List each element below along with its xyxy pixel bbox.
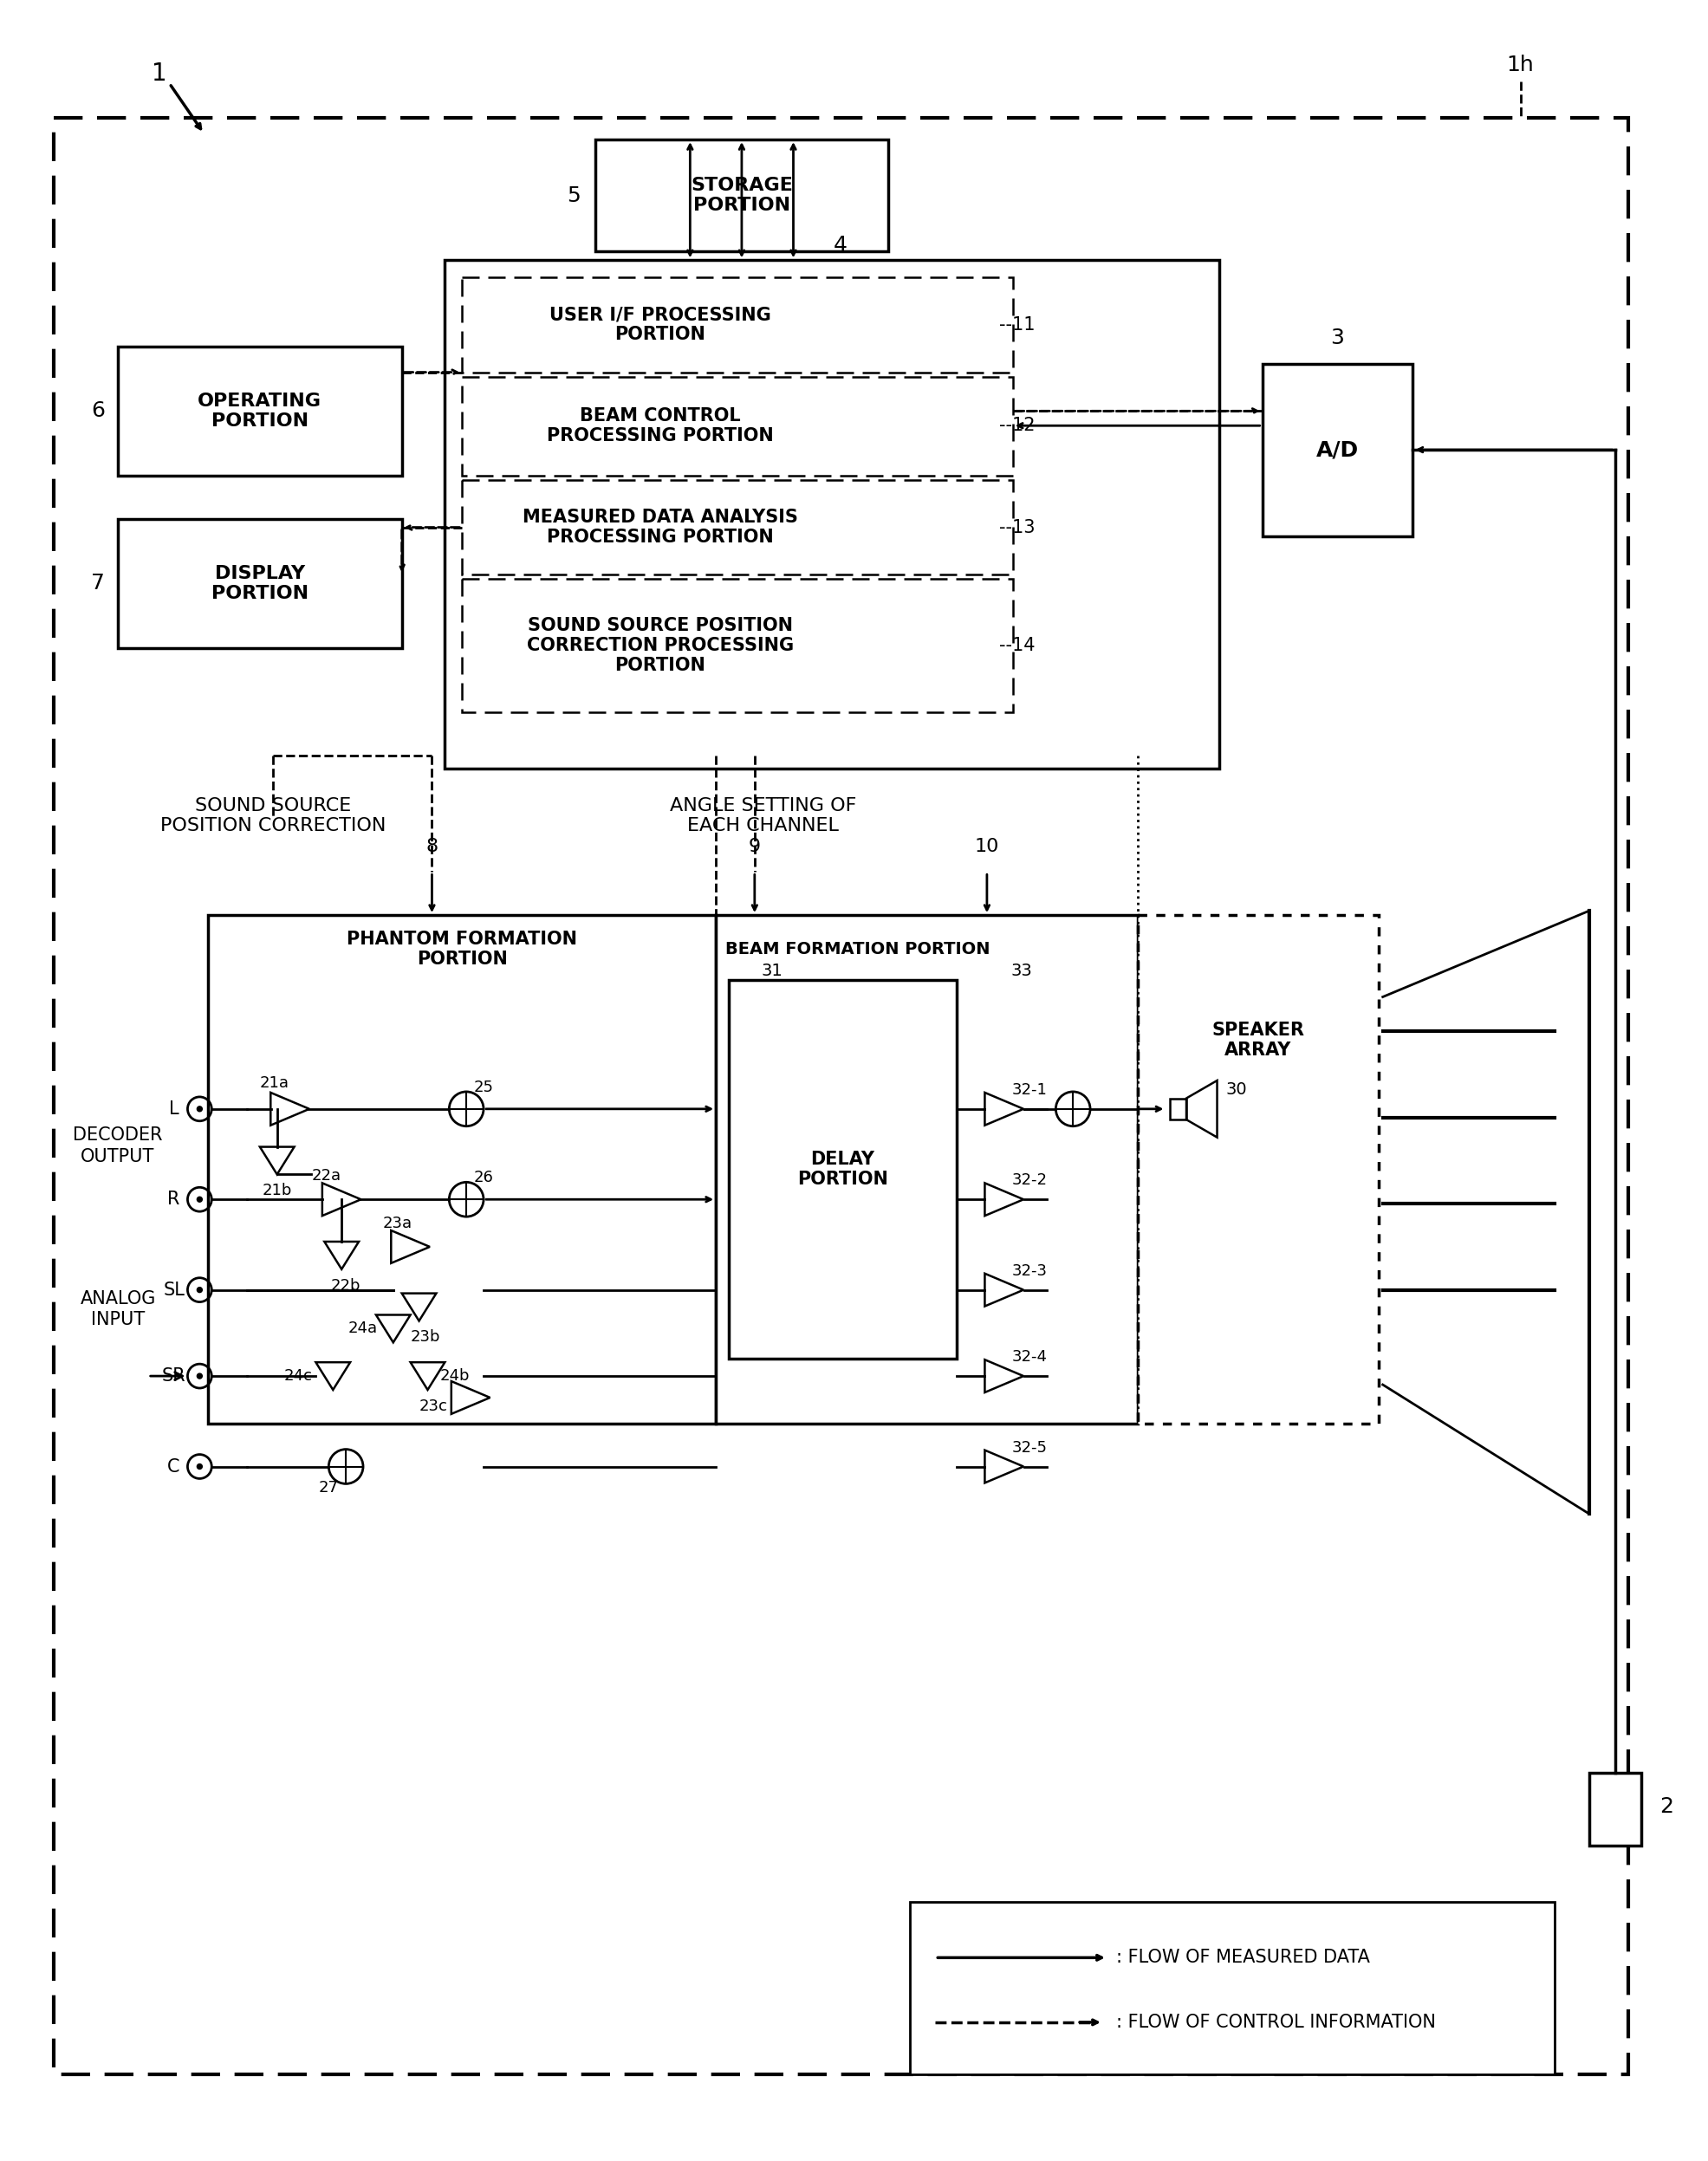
- Text: 22a: 22a: [311, 1169, 342, 1184]
- Text: 24a: 24a: [348, 1320, 377, 1335]
- Text: --13: --13: [999, 519, 1035, 536]
- Text: 2: 2: [1660, 1796, 1674, 1817]
- Text: SL: SL: [162, 1281, 184, 1299]
- Text: : FLOW OF MEASURED DATA: : FLOW OF MEASURED DATA: [1115, 1949, 1370, 1967]
- Text: L: L: [169, 1100, 179, 1117]
- Text: 3: 3: [1331, 326, 1344, 348]
- Text: SPEAKER
ARRAY: SPEAKER ARRAY: [1211, 1022, 1305, 1059]
- Bar: [463, 376, 1013, 475]
- Text: C: C: [167, 1459, 179, 1476]
- Text: --11: --11: [999, 316, 1035, 333]
- Bar: [729, 979, 956, 1359]
- Circle shape: [196, 1374, 202, 1379]
- Text: 23c: 23c: [420, 1398, 447, 1413]
- Circle shape: [196, 1463, 202, 1469]
- Text: DECODER: DECODER: [73, 1126, 162, 1143]
- Bar: [208, 914, 716, 1424]
- Text: INPUT: INPUT: [91, 1312, 145, 1329]
- Text: 32-1: 32-1: [1013, 1083, 1047, 1098]
- Text: 32-2: 32-2: [1013, 1173, 1047, 1189]
- Text: : FLOW OF CONTROL INFORMATION: : FLOW OF CONTROL INFORMATION: [1115, 2014, 1436, 2031]
- Text: 32-3: 32-3: [1013, 1264, 1047, 1279]
- Text: 6: 6: [91, 400, 104, 421]
- Text: --12: --12: [999, 417, 1035, 434]
- Text: 21b: 21b: [261, 1182, 292, 1199]
- Text: SOUND SOURCE POSITION
CORRECTION PROCESSING
PORTION: SOUND SOURCE POSITION CORRECTION PROCESS…: [526, 616, 794, 674]
- Bar: [909, 1902, 1554, 2075]
- Text: 25: 25: [473, 1080, 494, 1096]
- Bar: [463, 277, 1013, 372]
- Bar: [1170, 1098, 1187, 1119]
- Bar: [1262, 363, 1413, 536]
- Text: A/D: A/D: [1315, 439, 1358, 460]
- Text: 26: 26: [473, 1169, 494, 1186]
- Text: BEAM FORMATION PORTION: BEAM FORMATION PORTION: [726, 942, 991, 957]
- Text: 7: 7: [91, 573, 104, 594]
- Bar: [444, 259, 1220, 769]
- Bar: [1588, 1772, 1641, 1845]
- Text: DISPLAY
PORTION: DISPLAY PORTION: [212, 564, 309, 603]
- Text: SR: SR: [162, 1368, 186, 1385]
- Text: 9: 9: [748, 838, 760, 856]
- Text: 23a: 23a: [383, 1217, 412, 1232]
- Text: 10: 10: [975, 838, 999, 856]
- Text: STORAGE
PORTION: STORAGE PORTION: [690, 177, 793, 214]
- Bar: [118, 519, 401, 648]
- Text: 33: 33: [1011, 964, 1032, 979]
- Text: OPERATING
PORTION: OPERATING PORTION: [198, 393, 321, 430]
- Text: 21a: 21a: [260, 1076, 289, 1091]
- Text: USER I/F PROCESSING
PORTION: USER I/F PROCESSING PORTION: [550, 307, 770, 344]
- Bar: [463, 579, 1013, 713]
- Circle shape: [196, 1197, 202, 1202]
- Text: 24b: 24b: [441, 1368, 470, 1383]
- Bar: [716, 914, 1138, 1424]
- Text: 22b: 22b: [331, 1277, 360, 1294]
- Text: DELAY
PORTION: DELAY PORTION: [798, 1150, 888, 1189]
- Circle shape: [196, 1288, 202, 1292]
- Text: 1: 1: [152, 61, 167, 84]
- Text: 5: 5: [567, 186, 581, 205]
- Text: 24c: 24c: [284, 1368, 313, 1383]
- Text: ANGLE SETTING OF
EACH CHANNEL: ANGLE SETTING OF EACH CHANNEL: [670, 797, 856, 834]
- Bar: [463, 480, 1013, 575]
- Text: 4: 4: [834, 236, 847, 255]
- Text: MEASURED DATA ANALYSIS
PROCESSING PORTION: MEASURED DATA ANALYSIS PROCESSING PORTIO…: [523, 508, 798, 547]
- Text: SOUND SOURCE
POSITION CORRECTION: SOUND SOURCE POSITION CORRECTION: [161, 797, 386, 834]
- Text: R: R: [167, 1191, 179, 1208]
- Circle shape: [196, 1106, 202, 1111]
- Bar: [118, 346, 401, 475]
- Text: 32-5: 32-5: [1013, 1439, 1047, 1454]
- Text: 8: 8: [425, 838, 437, 856]
- Text: BEAM CONTROL
PROCESSING PORTION: BEAM CONTROL PROCESSING PORTION: [547, 406, 774, 445]
- Bar: [596, 140, 888, 251]
- Text: 27: 27: [319, 1480, 338, 1495]
- Bar: [1138, 914, 1378, 1424]
- Text: ANALOG: ANALOG: [80, 1290, 155, 1307]
- Text: --14: --14: [999, 637, 1035, 655]
- Text: 23b: 23b: [410, 1329, 441, 1344]
- Text: 30: 30: [1226, 1083, 1247, 1098]
- Text: 31: 31: [762, 964, 782, 979]
- Text: 32-4: 32-4: [1013, 1348, 1047, 1366]
- Text: PHANTOM FORMATION
PORTION: PHANTOM FORMATION PORTION: [347, 931, 577, 968]
- Text: OUTPUT: OUTPUT: [80, 1147, 155, 1165]
- Text: 1h: 1h: [1506, 54, 1534, 76]
